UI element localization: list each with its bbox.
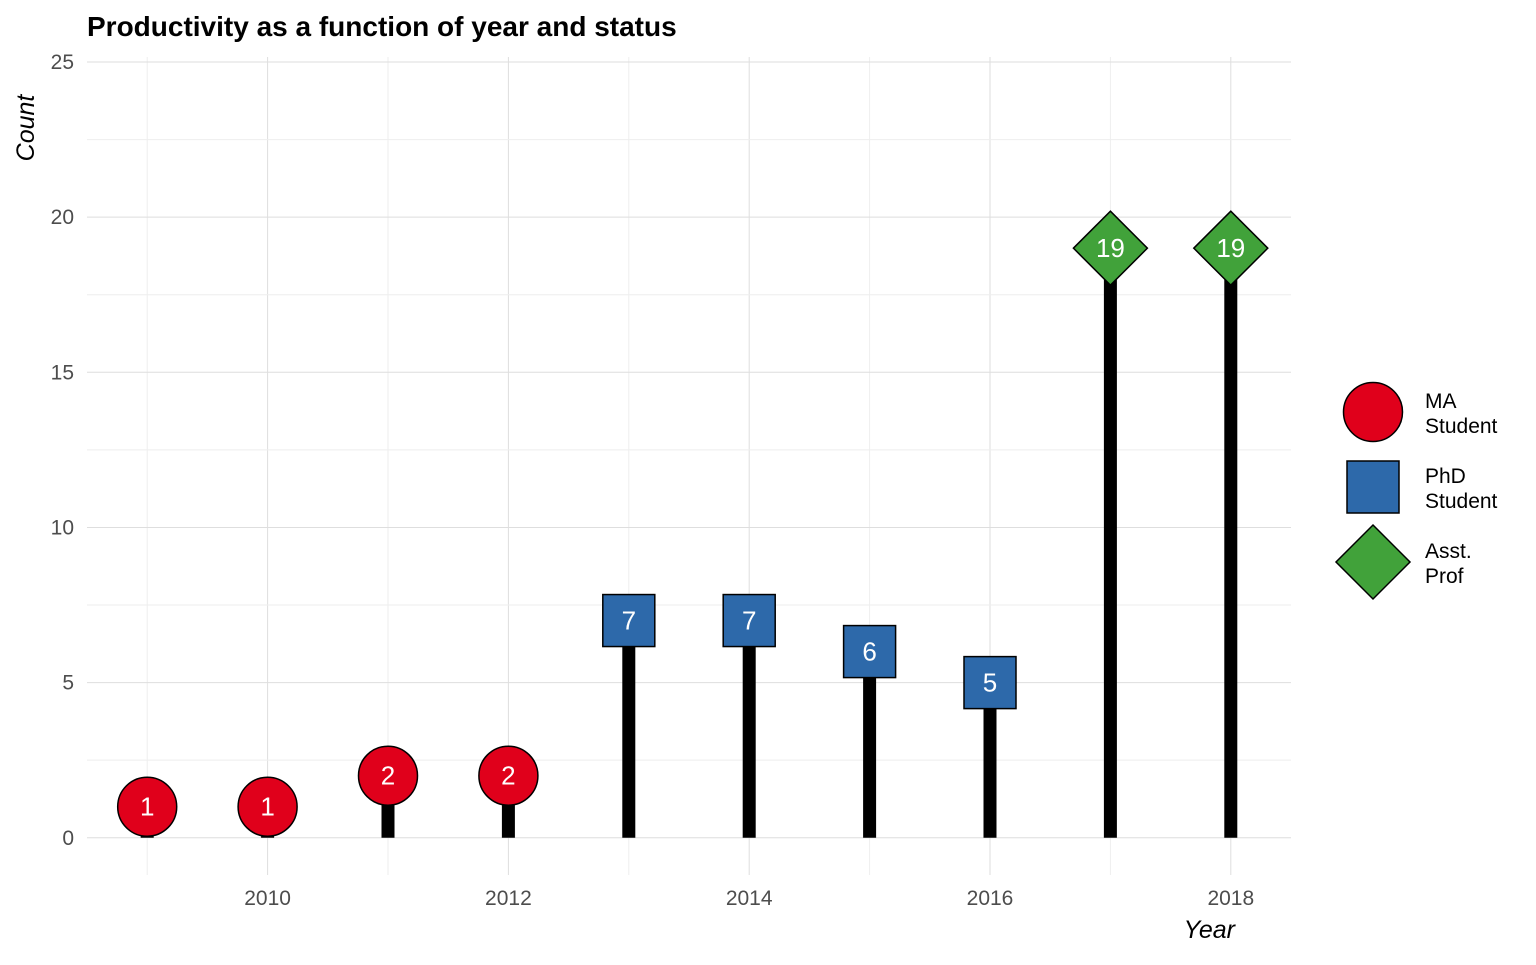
data-label: 5 [983,668,997,698]
x-axis-ticks: 2010 2012 2014 2016 2018 [244,887,1254,910]
marker-circle [237,776,298,837]
marker-square [963,655,1017,710]
legend-key-diamond [1334,523,1412,601]
data-label: 1 [260,792,274,822]
y-axis-ticks: 0 5 10 15 20 25 [51,51,74,850]
data-label: 1 [140,792,154,822]
legend-label: Student [1425,490,1498,513]
y-axis-title: Count [12,94,40,162]
marker-circle [478,745,539,806]
y-tick-label: 15 [51,361,74,384]
x-tick-label: 2012 [485,887,532,910]
marker-diamond [1192,210,1269,287]
grid [87,57,1291,875]
x-tick-label: 2014 [726,887,773,910]
marker-circle [116,776,178,837]
data-label: 7 [622,606,636,636]
marker-square [602,593,656,648]
data-label: 19 [1096,233,1125,263]
y-tick-label: 10 [51,516,74,539]
x-tick-label: 2018 [1207,887,1254,910]
legend-label: Student [1425,415,1498,438]
marker-circle [357,745,419,806]
marker-square [842,624,897,679]
legend-label: Asst. [1425,540,1472,563]
legend-label: PhD [1425,465,1466,488]
data-label: 2 [381,761,395,791]
data-label: 19 [1216,233,1245,263]
data-label: 2 [501,761,515,791]
markers: 1 1 2 2 7 7 6 5 19 19 [116,210,1269,837]
y-tick-label: 5 [62,672,74,695]
legend-item-asst: Asst.Prof [1334,523,1472,601]
data-label: 6 [862,637,876,667]
marker-square [722,593,776,648]
x-tick-label: 2016 [967,887,1014,910]
x-axis-title: Year [1184,916,1237,944]
legend-label: MA [1425,390,1457,413]
y-tick-label: 20 [51,206,74,229]
marker-diamond [1072,210,1149,287]
chart-title: Productivity as a function of year and s… [87,11,677,42]
y-tick-label: 0 [62,827,74,850]
legend-key-square [1346,460,1400,514]
stems [140,248,1238,838]
x-tick-label: 2010 [244,887,291,910]
data-label: 7 [742,606,756,636]
legend-label: Prof [1425,565,1464,588]
legend-key-circle [1342,381,1404,443]
y-tick-label: 25 [51,51,74,74]
